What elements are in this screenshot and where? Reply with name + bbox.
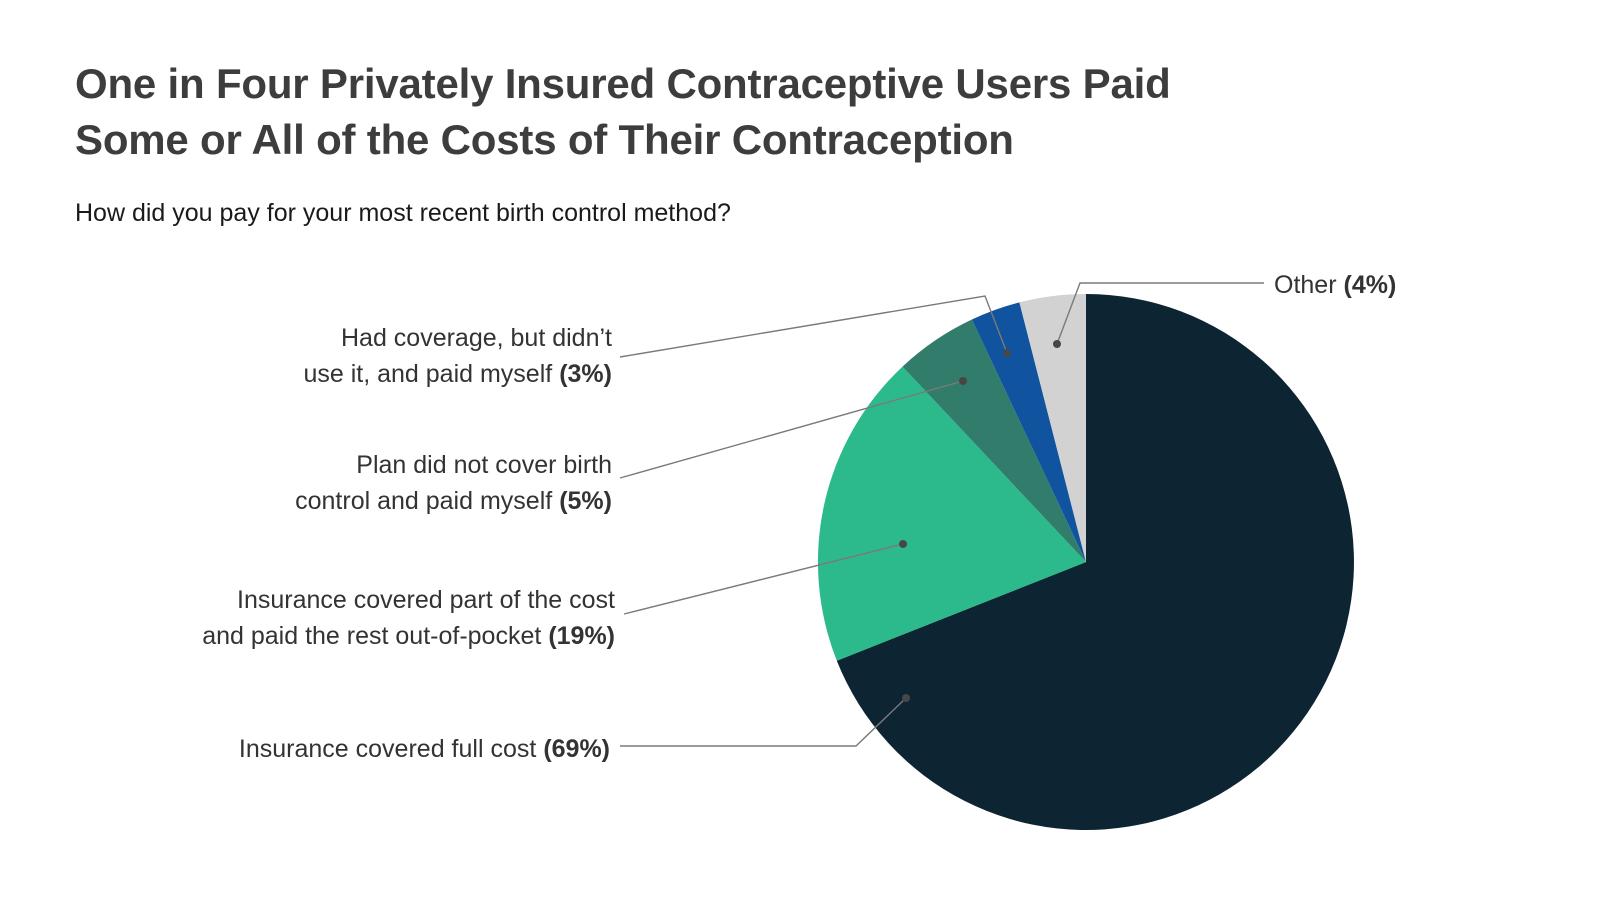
callout-text-line: Insurance covered full cost (69%) xyxy=(239,731,610,767)
callout-text-line: and paid the rest out-of-pocket (19%) xyxy=(202,618,615,654)
callout-pct: (19%) xyxy=(548,622,615,650)
callout-pct: (69%) xyxy=(543,735,610,763)
callout-line-other xyxy=(1056,282,1264,345)
callout-text-line: Insurance covered part of the cost xyxy=(237,586,615,614)
callout-label-covered-part: Insurance covered part of the cost and p… xyxy=(202,582,615,654)
callout-dot-coverage xyxy=(1003,349,1011,357)
callout-label-other: Other (4%) xyxy=(1274,267,1396,303)
chart-question: How did you pay for your most recent bir… xyxy=(75,199,731,227)
callout-text: control and paid myself xyxy=(295,487,553,515)
page-title-line1: One in Four Privately Insured Contracept… xyxy=(75,60,1171,107)
callout-text: and paid the rest out-of-pocket xyxy=(202,622,542,650)
callout-text: Insurance covered full cost xyxy=(238,735,537,763)
callout-pct: (4%) xyxy=(1343,271,1397,299)
callout-label-had-coverage: Had coverage, but didn’t use it, and pai… xyxy=(303,320,612,392)
callout-label-plan-not-cover: Plan did not cover birth control and pai… xyxy=(295,447,612,519)
callout-text-line: Other (4%) xyxy=(1274,267,1396,303)
callout-text-line: Had coverage, but didn’t xyxy=(340,324,612,352)
callout-label-covered-full: Insurance covered full cost (69%) xyxy=(239,731,610,767)
callout-dot-part xyxy=(899,540,907,548)
callout-dot-plan xyxy=(959,377,967,385)
callout-pct: (3%) xyxy=(559,360,612,388)
page-title-line2: Some or All of the Costs of Their Contra… xyxy=(75,116,1014,163)
callout-text-line: Plan did not cover birth xyxy=(356,451,612,479)
callout-line-coverage xyxy=(619,295,1008,358)
pie-slice-full[interactable] xyxy=(836,294,1354,830)
callout-pct: (5%) xyxy=(559,487,612,515)
callout-line-part xyxy=(623,543,904,615)
callout-line-plan xyxy=(619,380,964,479)
callout-line-full xyxy=(620,697,907,747)
callout-text-line: use it, and paid myself (3%) xyxy=(303,356,612,392)
callout-text: Other xyxy=(1274,271,1337,299)
pie-slice-part[interactable] xyxy=(817,366,1086,661)
callout-dot-other xyxy=(1053,340,1061,348)
callout-text-line: control and paid myself (5%) xyxy=(295,483,612,519)
callout-text: use it, and paid myself xyxy=(303,360,553,388)
callout-dot-full xyxy=(902,694,910,702)
pie-slice-other[interactable] xyxy=(1019,294,1086,562)
pie-slice-coverage[interactable] xyxy=(971,302,1086,562)
pie-slice-plan[interactable] xyxy=(902,319,1087,563)
page-title: One in Four Privately Insured Contracept… xyxy=(75,56,1171,168)
